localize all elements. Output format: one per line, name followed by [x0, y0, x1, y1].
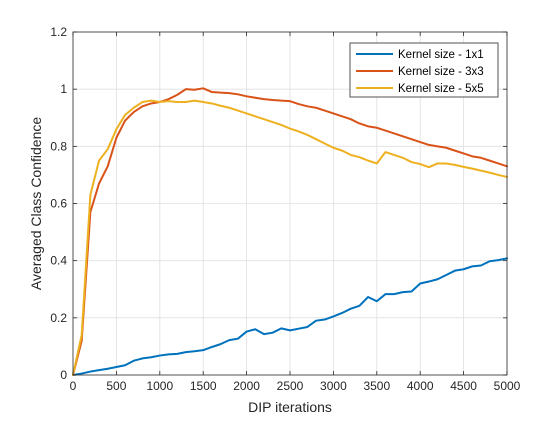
x-tick-label: 1500	[190, 379, 217, 393]
y-tick-label: 0.4	[50, 254, 67, 268]
axis-ticks	[72, 31, 508, 376]
y-axis-label: Averaged Class Confidence	[28, 117, 44, 291]
x-tick-label: 0	[70, 379, 77, 393]
x-tick-label: 3500	[363, 379, 390, 393]
x-tick-label: 2000	[233, 379, 260, 393]
x-tick-label: 2500	[277, 379, 304, 393]
y-tick-label: 0.8	[50, 139, 67, 153]
y-tick-label: 0.6	[50, 197, 67, 211]
legend: Kernel size - 1x1 Kernel size - 3x3 Kern…	[349, 42, 499, 98]
x-tick-label: 5000	[494, 379, 521, 393]
y-tick-label: 1	[60, 82, 67, 96]
series-line-kernel-1x1	[72, 257, 508, 376]
y-tick-label: 0.2	[50, 311, 67, 325]
legend-label-3x3: Kernel size - 3x3	[398, 66, 484, 78]
y-tick-label: 0	[60, 368, 67, 382]
axis-tick-labels: 0 500 1000 1500 2000 2500 3000 3500 4000 4500 5000…	[50, 25, 520, 393]
x-tick-label: 3000	[320, 379, 347, 393]
x-axis-label: DIP iterations	[248, 399, 332, 415]
grid-lines	[73, 32, 507, 375]
x-tick-label: 500	[106, 379, 126, 393]
series-line-kernel-3x3	[72, 87, 508, 376]
series-lines	[72, 87, 508, 376]
legend-label-1x1: Kernel size - 1x1	[398, 49, 484, 61]
legend-label-5x5: Kernel size - 5x5	[398, 83, 484, 95]
x-tick-label: 4500	[450, 379, 477, 393]
x-tick-label: 4000	[407, 379, 434, 393]
x-tick-label: 1000	[146, 379, 173, 393]
series-line-kernel-5x5	[72, 99, 508, 376]
y-tick-label: 1.2	[50, 25, 67, 39]
